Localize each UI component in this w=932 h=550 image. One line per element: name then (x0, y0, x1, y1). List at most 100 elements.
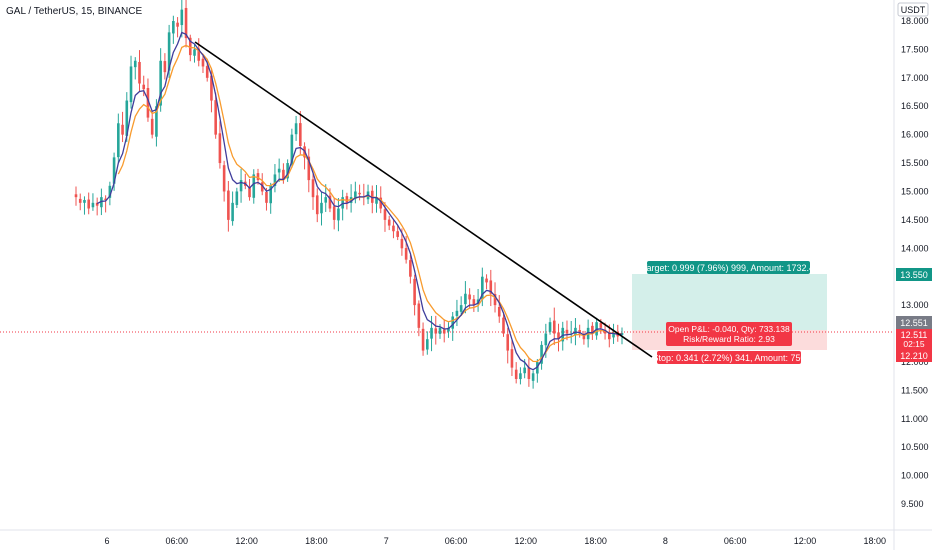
candle-body[interactable] (476, 299, 480, 304)
candle-body[interactable] (197, 48, 201, 61)
candle-body[interactable] (519, 373, 522, 380)
candle-body[interactable] (396, 231, 399, 237)
candle-body[interactable] (608, 332, 611, 340)
candle-body[interactable] (256, 173, 260, 181)
candle-body[interactable] (493, 293, 497, 306)
candle-body[interactable] (150, 118, 154, 135)
candle-body[interactable] (201, 58, 205, 67)
candle-body[interactable] (514, 369, 518, 379)
candle-body[interactable] (273, 174, 277, 187)
candle-body[interactable] (307, 156, 311, 181)
candle-body[interactable] (447, 327, 450, 332)
candle-body[interactable] (354, 191, 357, 199)
candle-body[interactable] (527, 367, 531, 379)
candle-body[interactable] (294, 123, 298, 135)
candle-body[interactable] (248, 186, 251, 198)
candle-body[interactable] (421, 328, 425, 351)
candle-body[interactable] (299, 123, 302, 147)
candle-body[interactable] (172, 21, 175, 34)
candle-body[interactable] (455, 310, 459, 316)
candle-body[interactable] (117, 123, 120, 158)
target-label[interactable] (647, 261, 810, 274)
candle-body[interactable] (315, 195, 319, 215)
candle-body[interactable] (544, 333, 548, 346)
candle-body[interactable] (260, 182, 264, 192)
candle-body[interactable] (358, 192, 361, 195)
candle-body[interactable] (502, 317, 505, 334)
stop-label[interactable] (657, 351, 801, 364)
candle-body[interactable] (108, 185, 112, 198)
candle-body[interactable] (188, 37, 192, 56)
candle-body[interactable] (155, 106, 158, 137)
candle-body[interactable] (286, 163, 289, 179)
candle-body[interactable] (557, 332, 560, 340)
candle-body[interactable] (531, 373, 535, 381)
candle-body[interactable] (235, 191, 239, 205)
candle-body[interactable] (163, 61, 167, 73)
candle-body[interactable] (417, 303, 421, 328)
candle-body[interactable] (83, 199, 86, 203)
candle-body[interactable] (485, 278, 488, 283)
candle-body[interactable] (387, 219, 391, 226)
candle-body[interactable] (400, 238, 404, 249)
candle-body[interactable] (112, 157, 116, 184)
candle-body[interactable] (142, 84, 146, 90)
candle-body[interactable] (193, 49, 196, 56)
candle-body[interactable] (277, 168, 281, 173)
candle-body[interactable] (252, 174, 256, 198)
candle-body[interactable] (78, 198, 82, 203)
candle-body[interactable] (100, 197, 103, 208)
candle-body[interactable] (282, 169, 285, 181)
candle-body[interactable] (404, 248, 408, 260)
candle-body[interactable] (489, 280, 493, 294)
candle-body[interactable] (159, 60, 162, 106)
candle-body[interactable] (320, 202, 323, 214)
candle-body[interactable] (552, 320, 556, 334)
candle-body[interactable] (472, 299, 476, 306)
candle-body[interactable] (548, 322, 552, 332)
candle-body[interactable] (133, 60, 137, 68)
candle-body[interactable] (345, 196, 349, 203)
candle-body[interactable] (612, 333, 615, 338)
candle-body[interactable] (269, 185, 272, 204)
candle-body[interactable] (227, 190, 230, 220)
candle-body[interactable] (409, 260, 412, 277)
candle-body[interactable] (451, 316, 454, 329)
candle-body[interactable] (167, 32, 171, 71)
candle-body[interactable] (510, 349, 514, 368)
candle-body[interactable] (91, 202, 95, 208)
candle-body[interactable] (121, 124, 124, 135)
candle-body[interactable] (481, 276, 484, 300)
candle-body[interactable] (176, 22, 179, 27)
candle-body[interactable] (497, 306, 501, 317)
candle-body[interactable] (205, 66, 209, 78)
candle-body[interactable] (383, 209, 387, 220)
candle-body[interactable] (506, 334, 510, 351)
candle-body[interactable] (379, 197, 383, 209)
candle-body[interactable] (180, 9, 184, 26)
candle-body[interactable] (591, 325, 594, 334)
candle-body[interactable] (392, 225, 395, 232)
candle-body[interactable] (74, 194, 78, 198)
candle-body[interactable] (239, 180, 243, 192)
candle-body[interactable] (426, 339, 429, 350)
candle-body[interactable] (146, 88, 150, 118)
candle-body[interactable] (311, 179, 315, 198)
candle-body[interactable] (290, 134, 294, 165)
candle-body[interactable] (125, 100, 129, 136)
candle-body[interactable] (468, 294, 471, 300)
target-zone[interactable] (632, 274, 827, 330)
candle-body[interactable] (430, 327, 433, 339)
candle-body[interactable] (442, 329, 446, 334)
candle-body[interactable] (218, 133, 222, 164)
candle-body[interactable] (87, 199, 90, 209)
candle-body[interactable] (599, 322, 603, 328)
candle-body[interactable] (104, 198, 107, 200)
candle-body[interactable] (582, 334, 586, 340)
candle-body[interactable] (523, 367, 526, 374)
candle-body[interactable] (210, 75, 213, 101)
candle-body[interactable] (138, 61, 141, 84)
candle-body[interactable] (413, 278, 416, 306)
candle-body[interactable] (578, 330, 581, 334)
